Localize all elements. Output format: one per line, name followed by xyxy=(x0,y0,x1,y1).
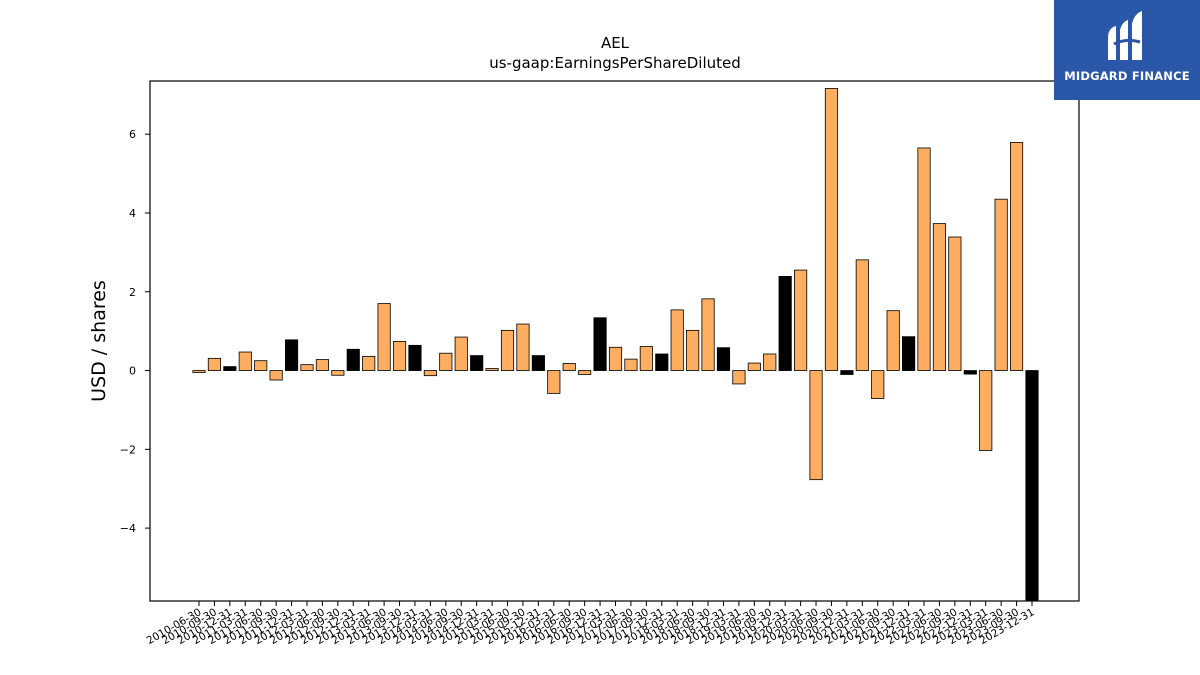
bar-2023-09-30 xyxy=(1010,142,1024,371)
bar-2020-09-30 xyxy=(824,88,839,371)
y-tick-label: 0 xyxy=(129,365,136,378)
bar-2011-09-30 xyxy=(269,370,283,381)
y-tick-label: 4 xyxy=(129,207,136,220)
bar-2012-09-30 xyxy=(331,370,345,376)
bar-2010-09-30 xyxy=(207,357,221,371)
bar-2022-12-31 xyxy=(963,370,977,375)
y-axis-label: USD / shares xyxy=(88,280,110,402)
bar-2012-03-31 xyxy=(300,364,314,371)
bar-2021-12-31 xyxy=(902,336,916,371)
bar-2016-09-30 xyxy=(578,370,592,375)
bar-2017-03-31 xyxy=(608,346,623,371)
bar-2022-06-30 xyxy=(932,223,947,371)
bar-2023-06-30 xyxy=(994,198,1008,371)
bar-2022-09-30 xyxy=(948,236,962,371)
bar-2011-06-30 xyxy=(254,360,268,371)
bar-2014-12-31 xyxy=(470,355,484,371)
bar-2010-12-31 xyxy=(223,366,237,371)
bar-2015-06-30 xyxy=(500,329,515,371)
bar-2018-06-30 xyxy=(686,329,700,371)
bar-2020-03-31 xyxy=(794,269,808,371)
chart-subtitle: us-gaap:EarningsPerShareDiluted xyxy=(489,54,741,72)
bar-2013-06-30 xyxy=(377,303,391,371)
midgard-logo-icon xyxy=(1108,11,1142,60)
bar-2019-03-31 xyxy=(732,370,746,385)
bar-2023-12-31 xyxy=(1025,370,1039,602)
bar-2011-12-31 xyxy=(284,339,299,371)
y-axis: −4 −2 0 2 4 6 xyxy=(120,128,150,535)
bar-2020-12-31 xyxy=(840,370,854,375)
x-axis: 2010-06-302010-09-302010-12-312011-03-31… xyxy=(145,601,1037,647)
bar-2013-03-31 xyxy=(362,355,376,371)
y-tick-label: 6 xyxy=(129,128,136,141)
bar-2019-12-31 xyxy=(778,275,792,371)
bar-2012-12-31 xyxy=(346,348,360,371)
bar-2010-06-30 xyxy=(192,370,206,373)
chart-title: AEL xyxy=(601,34,630,52)
bar-2023-03-31 xyxy=(979,370,993,451)
bar-2012-06-30 xyxy=(315,359,329,371)
bar-2018-09-30 xyxy=(701,298,715,371)
bar-2017-12-31 xyxy=(655,353,669,371)
bar-2014-06-30 xyxy=(439,352,453,371)
midgard-finance-logo: MIDGARD FINANCE xyxy=(1054,0,1200,100)
bar-2021-06-30 xyxy=(871,370,885,399)
y-tick-label: 2 xyxy=(129,286,136,299)
bar-2022-03-31 xyxy=(917,147,931,371)
bar-2014-09-30 xyxy=(454,336,468,371)
bar-2021-03-31 xyxy=(855,259,869,371)
bar-2017-09-30 xyxy=(639,346,653,371)
bar-2015-09-30 xyxy=(516,323,530,371)
bar-2016-06-30 xyxy=(562,363,576,371)
y-tick-label: −2 xyxy=(120,443,136,456)
bar-2013-12-31 xyxy=(408,344,422,371)
bar-2021-09-30 xyxy=(886,310,900,371)
bar-2017-06-30 xyxy=(624,358,638,371)
bar-2016-12-31 xyxy=(593,317,607,371)
bar-2015-03-31 xyxy=(485,368,499,371)
logo-text: MIDGARD FINANCE xyxy=(1064,69,1190,83)
bar-2015-12-31 xyxy=(531,355,545,371)
bar-2018-12-31 xyxy=(716,347,731,371)
bar-2011-03-31 xyxy=(238,351,252,371)
bar-2013-09-30 xyxy=(392,340,407,371)
bar-2014-03-31 xyxy=(423,370,437,377)
y-tick-label: −4 xyxy=(120,522,136,535)
bar-2019-09-30 xyxy=(763,353,777,371)
bar-2018-03-31 xyxy=(670,309,684,371)
bar-2016-03-31 xyxy=(547,370,561,394)
bar-2019-06-30 xyxy=(747,362,761,371)
bars-group xyxy=(192,88,1039,602)
bar-2020-06-30 xyxy=(809,370,823,481)
plot-frame xyxy=(149,80,1080,602)
